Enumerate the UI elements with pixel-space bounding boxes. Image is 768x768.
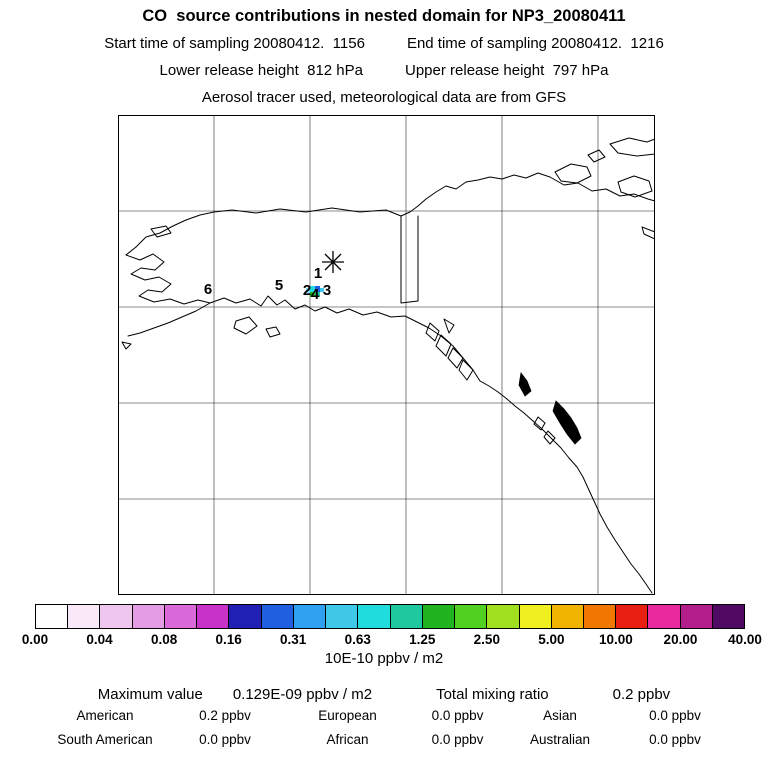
colorbar-tick: 40.00 (728, 632, 762, 647)
coastlines (121, 137, 655, 594)
region-name: South American (57, 732, 153, 747)
colorbar (35, 604, 745, 629)
colorbar-units: 10E-10 ppbv / m2 (324, 650, 444, 667)
start-time-text: Start time of sampling 20080412. 1156 (104, 35, 365, 52)
release-marker-1: 1 (314, 265, 322, 282)
header: CO source contributions in nested domain… (0, 3, 768, 111)
map-gridlines (118, 115, 655, 595)
colorbar-tick: 0.08 (150, 632, 178, 647)
colorbar-tick: 20.00 (663, 632, 698, 647)
filled-islands (518, 372, 582, 445)
islands-bc-coast (533, 416, 556, 445)
colorbar-segment (550, 605, 583, 628)
summary-line: Maximum value 0.129E-09 ppbv / m2 Total … (0, 686, 768, 703)
map-svg: 1 2 3 4 5 6 (118, 115, 655, 595)
release-marker-5: 5 (275, 277, 283, 294)
colorbar-tick: 0.04 (86, 632, 113, 647)
map-border (118, 115, 655, 595)
colorbar-tick: 0.31 (280, 632, 307, 647)
colorbar-segment (711, 605, 745, 628)
tracer-info-line: Aerosol tracer used, meteorological data… (0, 84, 768, 111)
colorbar-segment (292, 605, 326, 628)
tracer-info-text: Aerosol tracer used, meteorological data… (201, 89, 567, 106)
colorbar-segment (679, 605, 712, 628)
colorbar-segment (357, 605, 390, 628)
coastline-alaska-west-south (125, 246, 481, 382)
coastline-west-coast (479, 380, 653, 594)
total-ratio-value: 0.2 ppbv (612, 686, 671, 703)
colorbar-segment (647, 605, 680, 628)
colorbar-segment (163, 605, 197, 628)
release-heights-line: Lower release height 812 hPa Upper relea… (0, 57, 768, 84)
release-marker-2: 2 (303, 282, 311, 299)
colorbar-segment (486, 605, 519, 628)
coastline-alaska-peninsula (127, 302, 211, 337)
page-title: CO source contributions in nested domain… (142, 7, 626, 25)
colorbar-segment (389, 605, 422, 628)
colorbar-segment (67, 605, 100, 628)
colorbar-segment (454, 605, 487, 628)
colorbar-segment (260, 605, 293, 628)
political-boundary (400, 215, 419, 304)
colorbar-tick: 0.00 (21, 632, 49, 647)
region-name: African (326, 732, 369, 747)
max-value-label: Maximum value (97, 686, 203, 703)
max-value: 0.129E-09 ppbv / m2 (232, 686, 373, 703)
region-value: 0.0 ppbv (431, 708, 484, 723)
islands-arctic (554, 137, 655, 240)
colorbar-ticks: 0.00 0.04 0.08 0.16 0.31 0.63 1.25 2.50 5.00 10.0… (22, 632, 762, 648)
colorbar-segment (99, 605, 132, 628)
island-kodiak (233, 316, 258, 335)
map: 1 2 3 4 5 6 (118, 115, 655, 595)
release-marker-3: 3 (323, 282, 331, 299)
colorbar-segment (582, 605, 616, 628)
colorbar-tick: 2.50 (473, 632, 500, 647)
island-st-lawrence (150, 225, 172, 238)
region-name: Australian (529, 732, 591, 747)
colorbar-segment (36, 605, 68, 628)
colorbar-segment (615, 605, 648, 628)
colorbar-tick: 1.25 (409, 632, 436, 647)
colorbar-segment (325, 605, 358, 628)
contribution-patch (306, 286, 324, 297)
colorbar-segment (131, 605, 164, 628)
region-stats: American 0.2 ppbv European 0.0 ppbv Asian 0.0… (40, 707, 730, 748)
region-value: 0.2 ppbv (199, 708, 251, 723)
island-vancouver (552, 400, 582, 445)
island-haida-gwaii (518, 372, 532, 397)
total-ratio-label: Total mixing ratio (436, 686, 549, 703)
end-time-text: End time of sampling 20080412. 1216 (406, 35, 664, 52)
colorbar-segment (518, 605, 551, 628)
region-value: 0.0 ppbv (649, 708, 701, 723)
island-small-gulf (265, 326, 281, 338)
colorbar-segment (228, 605, 261, 628)
release-marker-6: 6 (204, 281, 212, 298)
colorbar-tick: 5.00 (538, 632, 565, 647)
release-marker-4: 4 (311, 286, 320, 303)
colorbar-segment (421, 605, 455, 628)
islands-panhandle (425, 318, 474, 381)
region-value: 0.0 ppbv (431, 732, 484, 747)
region-name: European (318, 708, 377, 723)
sampling-times-line: Start time of sampling 20080412. 1156 En… (0, 30, 768, 57)
region-value: 0.0 ppbv (199, 732, 251, 747)
island-aleutian (121, 341, 132, 350)
colorbar-segment (196, 605, 229, 628)
sampling-location-marker (322, 251, 344, 273)
region-name: American (76, 708, 134, 723)
colorbar-tick: 10.00 (599, 632, 633, 647)
region-name: Asian (543, 708, 577, 723)
region-value: 0.0 ppbv (649, 732, 701, 747)
lower-release-height-text: Lower release height 812 hPa (159, 62, 363, 79)
colorbar-tick: 0.63 (344, 632, 371, 647)
upper-release-height-text: Upper release height 797 hPa (405, 62, 609, 79)
colorbar-tick: 0.16 (215, 632, 242, 647)
